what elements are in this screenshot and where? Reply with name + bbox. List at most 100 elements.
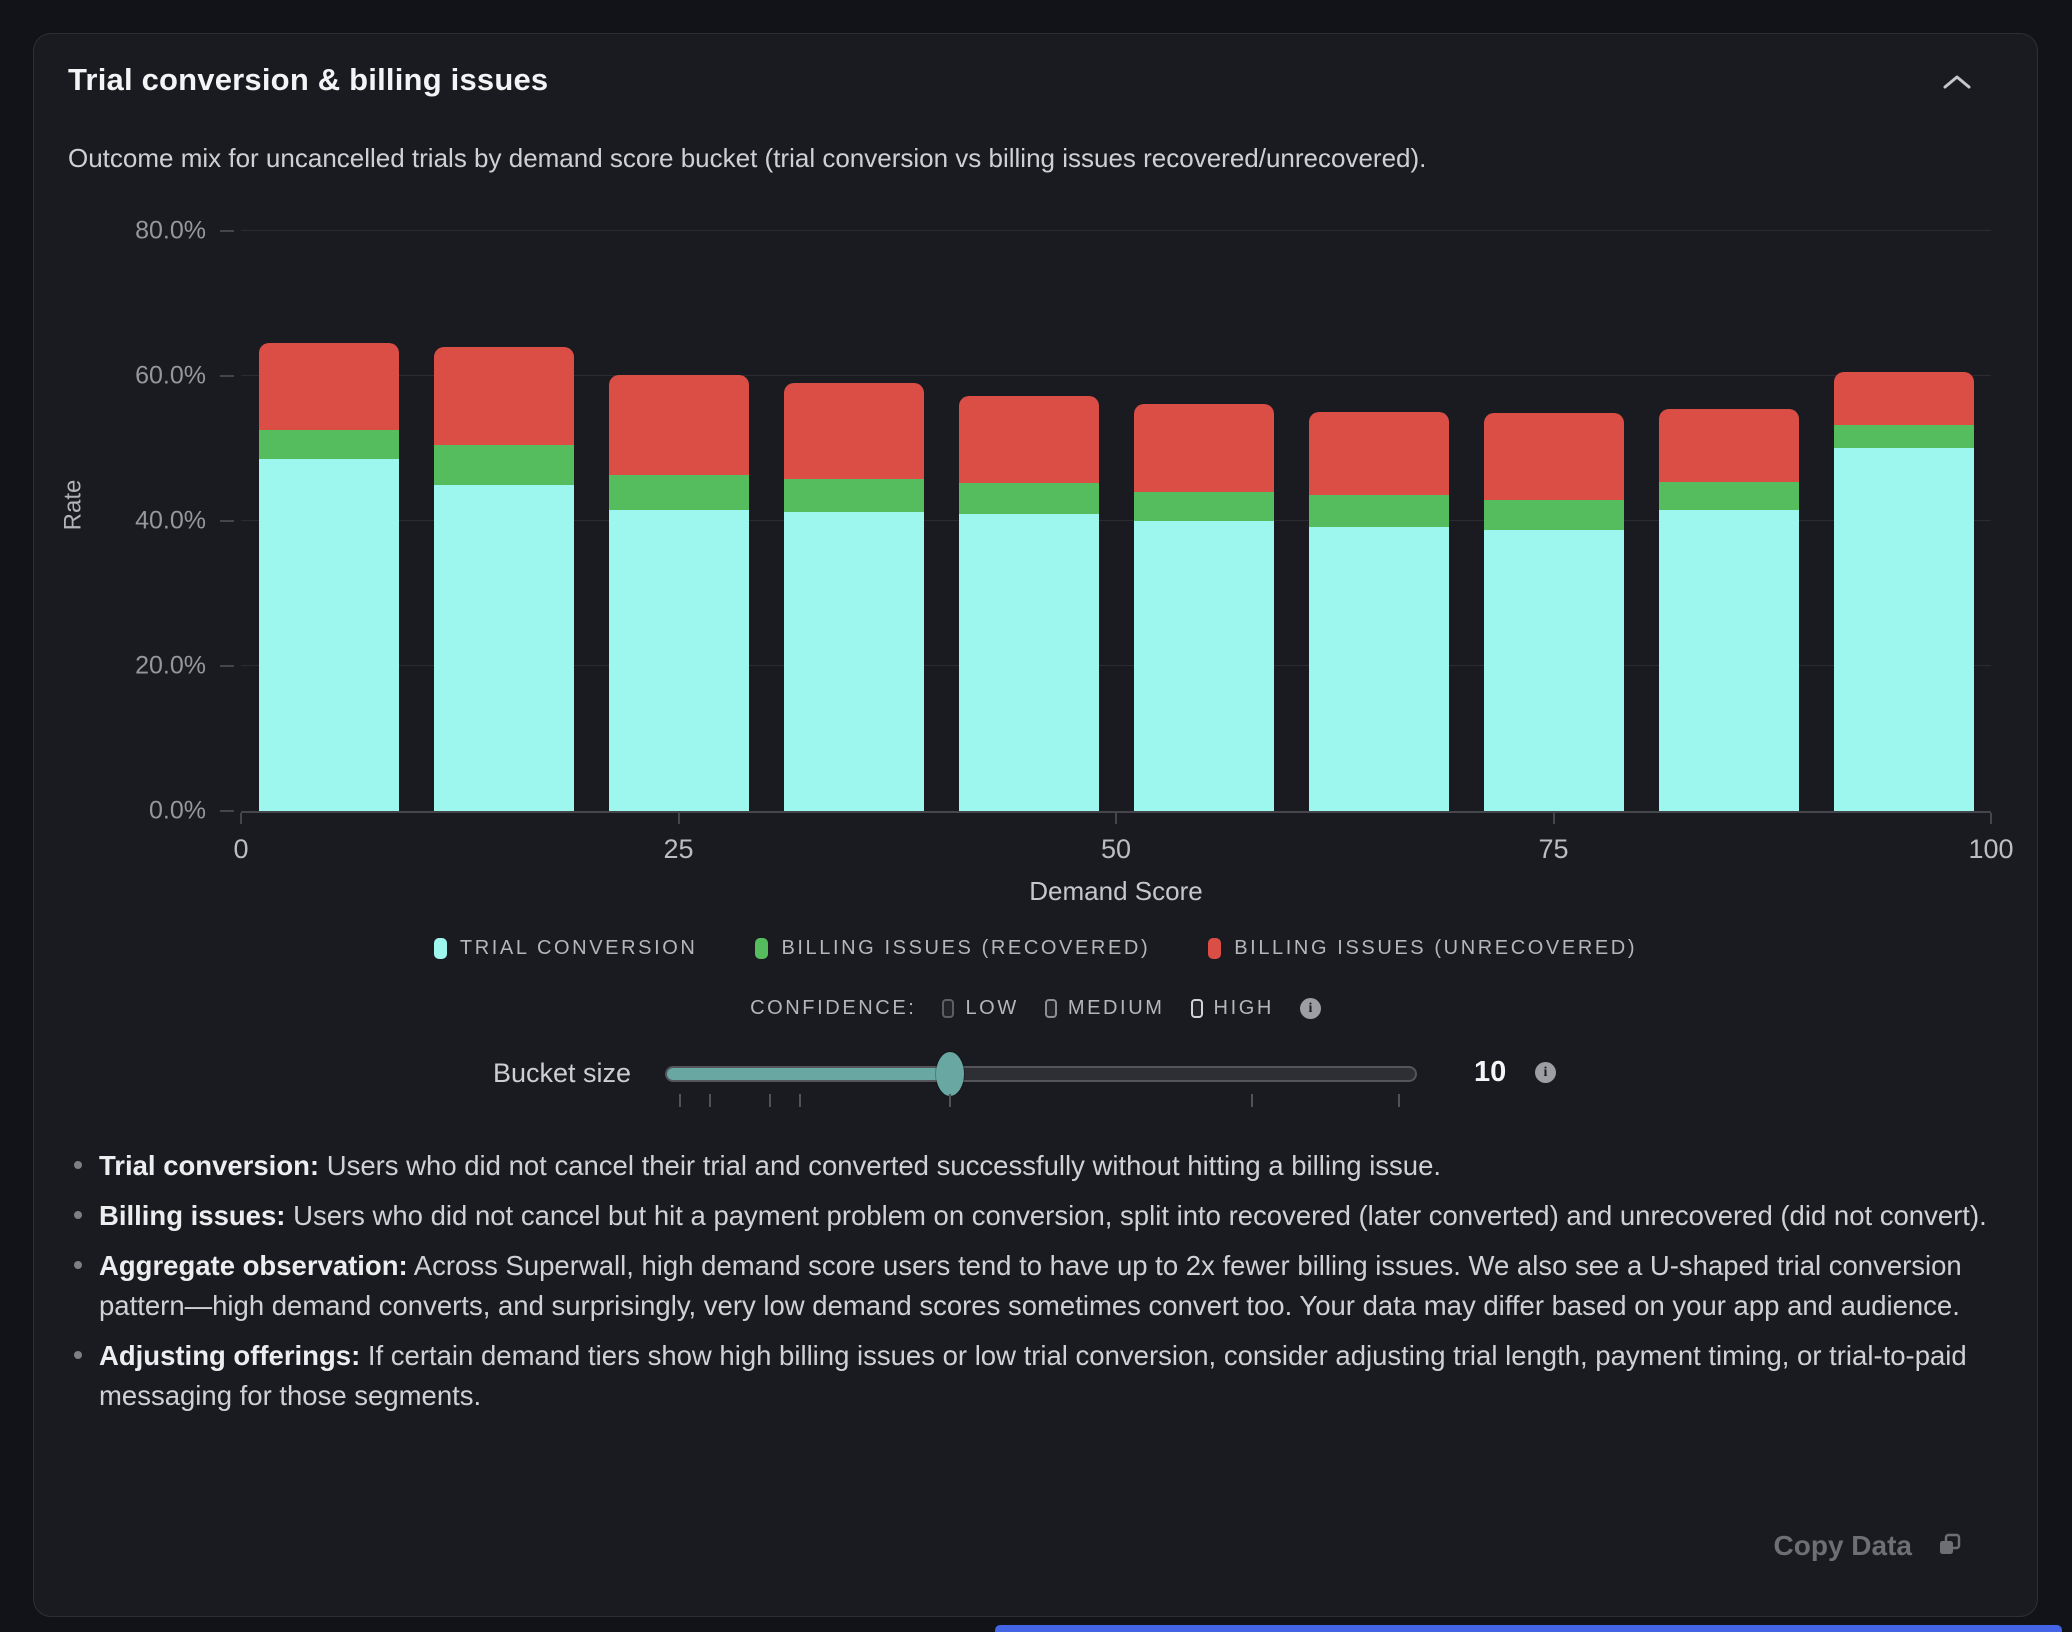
slider-tick-5 xyxy=(1250,1094,1253,1107)
next-card-top-edge[interactable] xyxy=(995,1625,2062,1632)
bar-bucket-50-60[interactable] xyxy=(1133,404,1274,811)
legend-swatch-icon xyxy=(1208,938,1222,959)
note-lead: Billing issues: xyxy=(99,1200,286,1231)
y-axis-labels: 0.0% 20.0% 40.0% 60.0% 80.0% xyxy=(34,217,206,825)
slider-thumb-handle[interactable] xyxy=(936,1052,965,1096)
bucket-size-value: 10 xyxy=(1474,1056,1507,1088)
confidence-level-label: MEDIUM xyxy=(1067,997,1165,1019)
collapse-button[interactable] xyxy=(1937,68,1977,98)
slider-tick-0 xyxy=(679,1094,682,1107)
copy-data-button[interactable]: Copy Data xyxy=(1774,1530,1962,1562)
x-tick-label-100: 100 xyxy=(1968,834,2014,864)
x-tick-0 xyxy=(240,813,242,824)
x-axis-labels: 0 25 50 75 100 xyxy=(233,834,2013,868)
bucket-size-info-icon[interactable]: i xyxy=(1535,1062,1556,1083)
x-tick-100 xyxy=(1990,813,1992,824)
bar-segment-billing_issues_unrecovered xyxy=(958,395,1099,484)
gridline-60 xyxy=(241,375,1991,376)
bar-bucket-60-70[interactable] xyxy=(1308,411,1449,811)
x-axis-ticks xyxy=(240,813,1992,827)
legend-item-label: TRIAL CONVERSION xyxy=(459,937,698,959)
confidence-info-icon[interactable]: i xyxy=(1299,998,1321,1019)
confidence-toggle-medium[interactable]: MEDIUM xyxy=(1044,997,1165,1020)
bar-segment-billing_issues_recovered xyxy=(1483,499,1624,530)
y-tick-40 xyxy=(220,520,234,522)
confidence-checkbox-icon xyxy=(1044,999,1057,1018)
bar-segment-billing_issues_recovered xyxy=(1658,481,1799,511)
slider-fill xyxy=(667,1068,951,1080)
confidence-level-label: HIGH xyxy=(1213,997,1274,1019)
notes-list: Trial conversion: Users who did not canc… xyxy=(68,1146,1993,1426)
legend-item-1: BILLING ISSUES (RECOVERED) xyxy=(755,937,1150,960)
y-tick-20 xyxy=(220,665,234,667)
bar-segment-billing_issues_unrecovered xyxy=(783,383,924,479)
note-item-3: Adjusting offerings: If certain demand t… xyxy=(68,1336,1993,1416)
bar-segment-trial_conversion xyxy=(958,513,1099,811)
slider-tick-marks xyxy=(665,1094,1417,1110)
legend-swatch-icon xyxy=(755,938,769,959)
bar-segment-billing_issues_unrecovered xyxy=(1833,372,1974,425)
note-lead: Aggregate observation: xyxy=(99,1250,408,1281)
bar-bucket-0-10[interactable] xyxy=(258,343,399,811)
bar-segment-billing_issues_recovered xyxy=(1133,492,1274,521)
bar-segment-trial_conversion xyxy=(608,510,749,811)
x-tick-label-50: 50 xyxy=(1100,834,1132,864)
confidence-toggle-high[interactable]: HIGH xyxy=(1190,997,1274,1020)
slider-tick-2 xyxy=(769,1094,772,1107)
gridline-20 xyxy=(241,665,1991,666)
bar-segment-billing_issues_unrecovered xyxy=(608,375,749,476)
confidence-toggle-low[interactable]: LOW xyxy=(942,997,1018,1020)
y-tick-label-40: 40.0% xyxy=(135,506,206,535)
bar-segment-trial_conversion xyxy=(433,484,574,811)
legend-swatch-icon xyxy=(433,938,447,959)
chart-card: Trial conversion & billing issues Outcom… xyxy=(33,33,2038,1617)
bar-bucket-80-90[interactable] xyxy=(1658,408,1799,811)
gridline-80 xyxy=(241,230,1991,231)
bar-bucket-70-80[interactable] xyxy=(1483,412,1624,811)
note-text: Users who did not cancel but hit a payme… xyxy=(285,1200,1987,1231)
x-axis-title: Demand Score xyxy=(1029,876,1203,906)
note-text: If certain demand tiers show high billin… xyxy=(99,1340,1967,1411)
bar-bucket-20-30[interactable] xyxy=(608,375,749,811)
y-tick-60 xyxy=(220,375,234,377)
bar-bucket-30-40[interactable] xyxy=(783,383,924,811)
slider-tick-6 xyxy=(1397,1094,1400,1107)
bar-segment-billing_issues_recovered xyxy=(783,478,924,512)
y-tick-label-0: 0.0% xyxy=(149,796,206,825)
bar-segment-trial_conversion xyxy=(1658,510,1799,811)
bar-segment-billing_issues_recovered xyxy=(608,475,749,511)
y-tick-label-20: 20.0% xyxy=(135,651,206,680)
plot-area xyxy=(241,230,1991,813)
bucket-size-slider[interactable] xyxy=(665,1052,1417,1096)
bar-segment-billing_issues_unrecovered xyxy=(1658,408,1799,482)
slider-tick-3 xyxy=(799,1094,802,1107)
bar-segment-trial_conversion xyxy=(1308,526,1449,811)
confidence-checkbox-icon xyxy=(942,999,955,1018)
bar-bucket-90-100[interactable] xyxy=(1833,372,1974,811)
bar-segment-billing_issues_recovered xyxy=(958,483,1099,514)
bar-segment-billing_issues_unrecovered xyxy=(1483,412,1624,500)
bar-segment-billing_issues_recovered xyxy=(1833,424,1974,449)
y-axis-ticks xyxy=(212,230,234,812)
y-axis-title: Rate xyxy=(59,479,87,531)
bar-segment-billing_issues_unrecovered xyxy=(258,343,399,431)
confidence-items: LOW MEDIUM HIGH xyxy=(942,997,1273,1020)
bar-bucket-10-20[interactable] xyxy=(433,347,574,811)
bar-segment-billing_issues_recovered xyxy=(1308,494,1449,527)
bar-segment-trial_conversion xyxy=(783,511,924,811)
bar-segment-trial_conversion xyxy=(1833,448,1974,811)
note-text: Across Superwall, high demand score user… xyxy=(99,1250,1962,1321)
bar-segment-trial_conversion xyxy=(258,459,399,811)
confidence-level-label: LOW xyxy=(965,997,1019,1019)
confidence-label: CONFIDENCE: xyxy=(750,997,917,1019)
x-tick-label-0: 0 xyxy=(233,834,249,864)
bar-bucket-40-50[interactable] xyxy=(958,395,1099,811)
x-tick-label-75: 75 xyxy=(1538,834,1569,864)
note-item-2: Aggregate observation: Across Superwall,… xyxy=(68,1246,1993,1326)
card-title: Trial conversion & billing issues xyxy=(68,62,549,97)
x-tick-75 xyxy=(1552,813,1555,824)
y-tick-80 xyxy=(220,230,234,232)
legend-item-label: BILLING ISSUES (RECOVERED) xyxy=(781,937,1151,959)
card-subtitle: Outcome mix for uncancelled trials by de… xyxy=(68,143,1427,173)
chevron-up-icon xyxy=(1942,74,1972,93)
